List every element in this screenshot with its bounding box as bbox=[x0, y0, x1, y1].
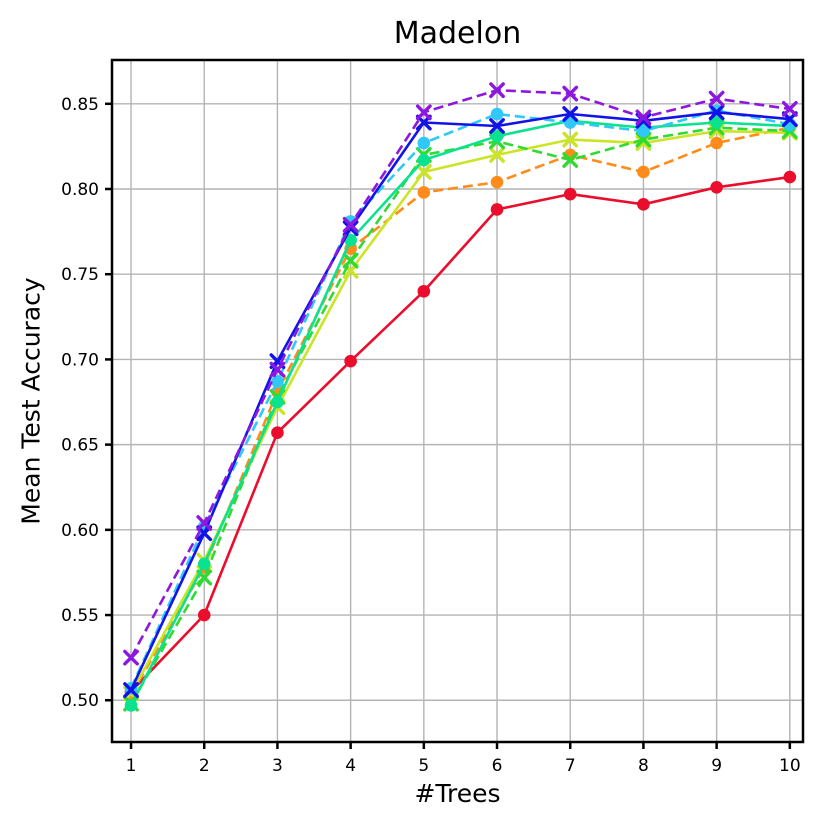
series-line-red-solid-circle bbox=[130, 175, 790, 693]
marker-springgreen-solid-circle bbox=[124, 699, 138, 712]
marker-yellow-solid-x bbox=[562, 131, 579, 148]
x-tick-label: 4 bbox=[345, 756, 356, 776]
marker-purple-dashed-x bbox=[708, 90, 725, 107]
marker-blue-solid-x bbox=[708, 104, 725, 121]
marker-red-solid-circle bbox=[783, 170, 797, 184]
x-axis-label: #Trees bbox=[414, 779, 501, 808]
marker-cyan-dashed-circle bbox=[637, 124, 650, 138]
y-tick-label: 0.50 bbox=[61, 691, 99, 711]
marker-blue-solid-x bbox=[342, 220, 359, 237]
series-line-springgreen-solid-circle bbox=[129, 119, 790, 706]
marker-green-dashed-x bbox=[342, 252, 359, 269]
marker-orange-dashed-circle bbox=[710, 136, 723, 150]
x-tick-label: 1 bbox=[126, 756, 137, 776]
marker-green-dashed-x bbox=[562, 152, 579, 168]
marker-purple-dashed-x bbox=[342, 216, 359, 233]
marker-red-solid-circle bbox=[710, 180, 723, 194]
series-line-yellow-solid-x bbox=[129, 129, 790, 695]
marker-blue-solid-x bbox=[562, 106, 579, 122]
marker-orange-dashed-circle bbox=[417, 186, 431, 199]
marker-orange-dashed-circle bbox=[490, 175, 504, 189]
x-tick-label: 2 bbox=[199, 756, 210, 776]
series-line-green-dashed-x bbox=[129, 126, 790, 705]
marker-red-solid-circle bbox=[197, 608, 211, 622]
axes-spines bbox=[110, 58, 805, 744]
marker-purple-dashed-x bbox=[415, 104, 432, 121]
y-tick-label: 0.75 bbox=[61, 265, 99, 285]
x-tick-label: 6 bbox=[492, 756, 503, 776]
y-tick-label: 0.60 bbox=[61, 521, 99, 541]
marker-red-solid-circle bbox=[637, 198, 650, 211]
y-tick-label: 0.70 bbox=[61, 350, 99, 370]
marker-red-solid-circle bbox=[417, 284, 431, 298]
marker-orange-dashed-circle bbox=[637, 165, 650, 179]
marker-purple-dashed-x bbox=[781, 101, 798, 117]
marker-purple-dashed-x bbox=[196, 515, 213, 531]
y-tick-label: 0.80 bbox=[61, 180, 99, 200]
x-tick-label: 5 bbox=[418, 756, 429, 776]
y-tick-label: 0.55 bbox=[61, 606, 99, 626]
marker-purple-dashed-x bbox=[635, 109, 652, 126]
x-tick-label: 7 bbox=[565, 756, 576, 776]
chart-title: Madelon bbox=[393, 16, 522, 51]
marker-red-solid-circle bbox=[563, 187, 577, 201]
y-axis-label: Mean Test Accuracy bbox=[16, 277, 46, 525]
marker-springgreen-solid-circle bbox=[710, 116, 723, 129]
marker-springgreen-solid-circle bbox=[490, 129, 504, 143]
marker-yellow-solid-x bbox=[489, 147, 505, 163]
marker-purple-dashed-x bbox=[489, 82, 505, 99]
marker-springgreen-solid-circle bbox=[271, 395, 284, 409]
x-tick-label: 9 bbox=[711, 756, 722, 776]
series-line-purple-dashed-x bbox=[129, 88, 790, 659]
y-tick-label: 0.65 bbox=[61, 436, 99, 456]
marker-springgreen-solid-circle bbox=[344, 233, 357, 247]
x-tick-label: 3 bbox=[272, 756, 283, 776]
marker-yellow-solid-x bbox=[635, 135, 652, 151]
marker-springgreen-solid-circle bbox=[417, 153, 431, 167]
marker-cyan-dashed-circle bbox=[271, 375, 284, 388]
marker-purple-dashed-x bbox=[269, 361, 286, 378]
marker-purple-dashed-x bbox=[562, 85, 579, 102]
marker-red-solid-circle bbox=[271, 426, 284, 439]
marker-red-solid-circle bbox=[490, 203, 504, 216]
marker-blue-solid-x bbox=[123, 682, 139, 698]
marker-yellow-solid-x bbox=[415, 164, 432, 180]
marker-cyan-dashed-circle bbox=[490, 107, 504, 121]
marker-purple-dashed-x bbox=[123, 649, 139, 666]
series-line-cyan-dashed-circle bbox=[129, 109, 791, 689]
marker-springgreen-solid-circle bbox=[197, 557, 211, 571]
marker-cyan-dashed-circle bbox=[417, 136, 431, 150]
marker-blue-solid-x bbox=[489, 118, 505, 134]
x-tick-label: 8 bbox=[638, 756, 649, 776]
y-tick-label: 0.85 bbox=[61, 95, 99, 115]
x-tick-label: 10 bbox=[779, 756, 801, 776]
marker-red-solid-circle bbox=[344, 354, 357, 368]
series-line-blue-solid-x bbox=[129, 111, 790, 691]
series-line-orange-dashed-circle bbox=[129, 126, 791, 696]
